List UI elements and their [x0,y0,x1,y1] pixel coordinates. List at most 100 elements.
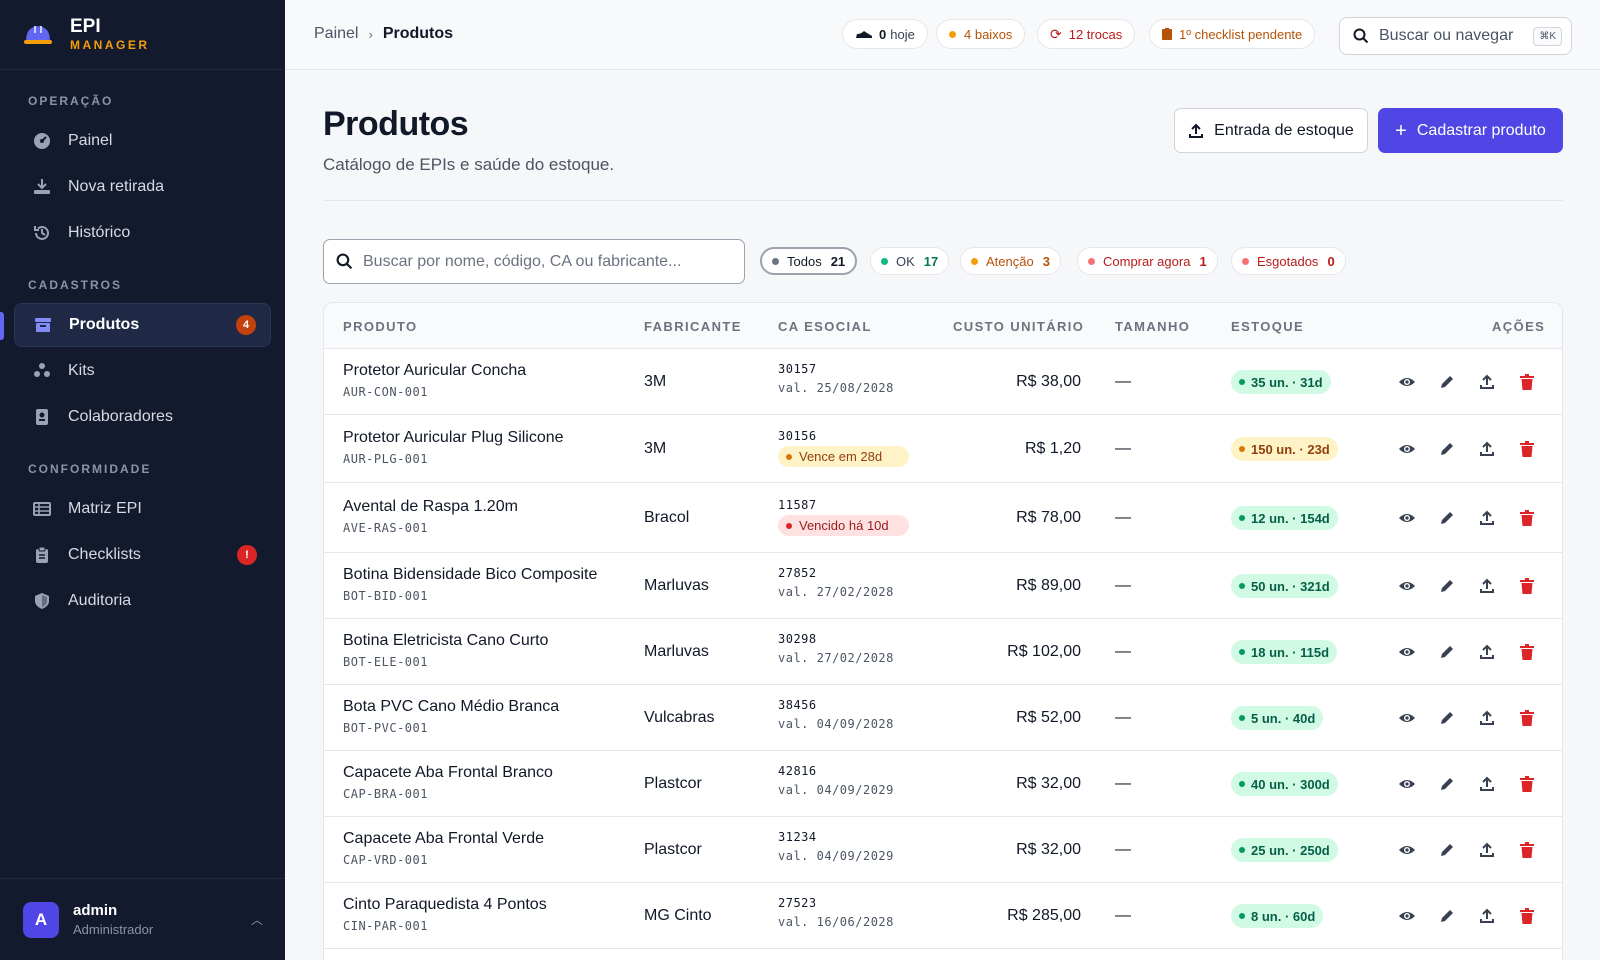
sidebar-item-label: Produtos [69,316,140,333]
sidebar-item-colaboradores[interactable]: Colaboradores [14,395,271,439]
view-button[interactable] [1387,770,1427,798]
filter-ok[interactable]: OK 17 [870,247,950,275]
product-name[interactable]: Avental de Raspa 1.20m [343,498,518,515]
table-row[interactable]: Botina Bidensidade Bico Composite BOT-BI… [324,553,1562,619]
delete-button[interactable] [1507,435,1547,463]
stock-entry-row-button[interactable] [1467,435,1507,463]
delete-button[interactable] [1507,504,1547,532]
table-row[interactable]: Protetor Auricular Concha AUR-CON-001 3M… [324,349,1562,415]
col-fabricante[interactable]: FABRICANTE [644,319,742,334]
col-ca[interactable]: CA ESOCIAL [778,319,872,334]
product-code: CIN-PAR-001 [343,919,428,933]
stock-entry-row-button[interactable] [1467,572,1507,600]
product-name[interactable]: Botina Bidensidade Bico Composite [343,566,598,583]
stock-entry-row-button[interactable] [1467,368,1507,396]
delete-button[interactable] [1507,704,1547,732]
filter-atencao[interactable]: Atenção 3 [960,247,1061,275]
delete-button[interactable] [1507,902,1547,930]
pill-low-stock[interactable]: 4 baixos [936,19,1026,49]
product-name[interactable]: Bota PVC Cano Médio Branca [343,698,560,715]
delete-button[interactable] [1507,770,1547,798]
product-name[interactable]: Protetor Auricular Plug Silicone [343,429,564,446]
pill-today-label: hoje [890,26,915,42]
stock-entry-row-button[interactable] [1467,836,1507,864]
edit-button[interactable] [1427,638,1467,666]
edit-button[interactable] [1427,704,1467,732]
unit-cost: R$ 32,00 [1016,841,1081,858]
sidebar-item-checklists[interactable]: Checklists ! [14,533,271,577]
product-name[interactable]: Capacete Aba Frontal Verde [343,830,545,847]
view-button[interactable] [1387,572,1427,600]
stock-entry-row-button[interactable] [1467,902,1507,930]
view-button[interactable] [1387,836,1427,864]
stock-entry-row-button[interactable] [1467,770,1507,798]
view-button[interactable] [1387,368,1427,396]
col-custo[interactable]: CUSTO UNITÁRIO [953,319,1085,334]
sidebar-item-kits[interactable]: Kits [14,349,271,393]
product-name[interactable]: Capacete Aba Frontal Branco [343,764,553,781]
global-search[interactable]: Buscar ou navegar ⌘K [1339,17,1572,55]
table-row[interactable]: Protetor Auricular Plug Silicone AUR-PLG… [324,415,1562,483]
col-produto[interactable]: PRODUTO [343,319,418,334]
edit-button[interactable] [1427,368,1467,396]
col-estoque[interactable]: ESTOQUE [1231,319,1305,334]
add-product-button[interactable]: + Cadastrar produto [1378,108,1563,153]
product-name[interactable]: Botina Eletricista Cano Curto [343,632,549,649]
filter-esgotados[interactable]: Esgotados 0 [1231,247,1346,275]
view-button[interactable] [1387,638,1427,666]
stock-badge: 150 un. · 23d [1231,437,1338,461]
edit-button[interactable] [1427,504,1467,532]
delete-button[interactable] [1507,368,1547,396]
breadcrumb-root[interactable]: Painel [314,25,359,42]
archive-box-icon [33,315,53,335]
delete-button[interactable] [1507,836,1547,864]
product-name[interactable]: Protetor Auricular Concha [343,362,527,379]
table-row[interactable]: Avental de Raspa 1.20m AVE-RAS-001 Braco… [324,483,1562,553]
delete-button[interactable] [1507,572,1547,600]
edit-button[interactable] [1427,435,1467,463]
stock-entry-row-button[interactable] [1467,638,1507,666]
stock-entry-button[interactable]: Entrada de estoque [1174,108,1368,153]
product-search[interactable] [323,239,745,284]
view-button[interactable] [1387,902,1427,930]
filter-comprar-agora[interactable]: Comprar agora 1 [1077,247,1218,275]
filter-todos[interactable]: Todos 21 [760,247,858,275]
user-name: admin [73,902,118,919]
pill-today[interactable]: 0 hoje [842,19,928,49]
stock-entry-label: Entrada de estoque [1214,121,1354,139]
product-search-input[interactable] [363,252,723,271]
brand[interactable]: EPI MANAGER [0,0,285,70]
delete-button[interactable] [1507,638,1547,666]
edit-button[interactable] [1427,836,1467,864]
view-button[interactable] [1387,704,1427,732]
row-actions [1387,572,1547,600]
table-row[interactable]: Capacete Aba Frontal Verde CAP-VRD-001 P… [324,817,1562,883]
eye-icon [1398,577,1416,595]
stock-entry-row-button[interactable] [1467,704,1507,732]
pill-checklist[interactable]: 1º checklist pendente [1149,19,1316,49]
sidebar-item-matriz-epi[interactable]: Matriz EPI [14,487,271,531]
view-button[interactable] [1387,435,1427,463]
sidebar-item-nova-retirada[interactable]: Nova retirada [14,165,271,209]
status-dot-icon [971,257,978,265]
edit-button[interactable] [1427,902,1467,930]
sidebar-item-painel[interactable]: Painel [14,119,271,163]
edit-button[interactable] [1427,770,1467,798]
size: — [1115,440,1131,457]
sidebar-item-produtos[interactable]: Produtos 4 [14,303,271,347]
edit-button[interactable] [1427,572,1467,600]
table-row[interactable]: Cinto Paraquedista 4 Pontos CIN-PAR-001 … [324,883,1562,949]
ca-number: 31234 [778,830,817,844]
sidebar-item-historico[interactable]: Histórico [14,211,271,255]
pill-exchanges[interactable]: ⟳ 12 trocas [1037,19,1136,49]
table-row[interactable]: Capacete Aba Frontal Branco CAP-BRA-001 … [324,751,1562,817]
view-button[interactable] [1387,504,1427,532]
user-menu[interactable]: A admin Administrador ︿ [0,878,285,960]
product-cell: Botina Bidensidade Bico Composite BOT-BI… [343,566,597,603]
product-name[interactable]: Cinto Paraquedista 4 Pontos [343,896,547,913]
sidebar-item-auditoria[interactable]: Auditoria [14,579,271,623]
col-tamanho[interactable]: TAMANHO [1115,319,1191,334]
table-row[interactable]: Bota PVC Cano Médio Branca BOT-PVC-001 V… [324,685,1562,751]
table-row[interactable]: Botina Eletricista Cano Curto BOT-ELE-00… [324,619,1562,685]
stock-entry-row-button[interactable] [1467,504,1507,532]
